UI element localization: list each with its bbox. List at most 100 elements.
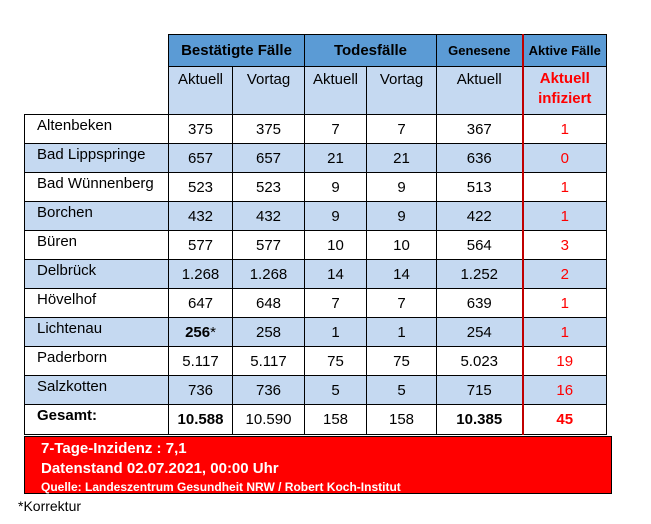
confirmed-previous: 657 — [232, 143, 305, 173]
active-infected: 3 — [521, 230, 607, 260]
table-row: Hövelhof 647 648 7 7 639 1 — [24, 288, 607, 318]
confirmed-current: 736 — [168, 375, 233, 405]
header-deaths-previous: Vortag — [366, 66, 437, 115]
data-date-text: Datenstand 02.07.2021, 00:00 Uhr — [41, 460, 279, 477]
active-infected: 1 — [521, 201, 607, 231]
recovered-current: 1.252 — [436, 259, 523, 289]
confirmed-previous: 577 — [232, 230, 305, 260]
table-row: Bad Wünnenberg 523 523 9 9 513 1 — [24, 172, 607, 202]
municipality-name: Altenbeken — [24, 114, 169, 144]
covid-cases-table: Bestätigte Fälle Todesfälle Genesene Akt… — [24, 34, 607, 435]
total-confirmed: 10.588 — [168, 404, 233, 435]
municipality-name: Büren — [24, 230, 169, 260]
confirmed-previous: 258 — [232, 317, 305, 347]
municipality-name: Lichtenau — [24, 317, 169, 347]
incidence-text: 7-Tage-Inzidenz : 7,1 — [41, 440, 187, 457]
total-deaths: 158 — [304, 404, 367, 435]
table-row: Bad Lippspringe 657 657 21 21 636 0 — [24, 143, 607, 173]
municipality-name: Borchen — [24, 201, 169, 231]
active-infected: 2 — [521, 259, 607, 289]
deaths-current: 14 — [304, 259, 367, 289]
header-blank-cell — [24, 66, 169, 115]
deaths-current: 7 — [304, 288, 367, 318]
confirmed-current: 647 — [168, 288, 233, 318]
deaths-current: 10 — [304, 230, 367, 260]
recovered-current: 367 — [436, 114, 523, 144]
active-infected: 1 — [521, 288, 607, 318]
header-blank-cell — [24, 34, 169, 67]
confirmed-previous: 375 — [232, 114, 305, 144]
header-confirmed-previous: Vortag — [232, 66, 305, 115]
recovered-current: 513 — [436, 172, 523, 202]
header-active: Aktive Fälle — [521, 34, 607, 67]
confirmed-current: 523 — [168, 172, 233, 202]
header-deaths-current: Aktuell — [304, 66, 367, 115]
table-row: Altenbeken 375 375 7 7 367 1 — [24, 114, 607, 144]
confirmed-previous: 736 — [232, 375, 305, 405]
deaths-current: 9 — [304, 201, 367, 231]
deaths-previous: 21 — [366, 143, 437, 173]
confirmed-previous: 432 — [232, 201, 305, 231]
total-label: Gesamt: — [24, 404, 169, 435]
header-recovered: Genesene — [436, 34, 523, 67]
recovered-current: 564 — [436, 230, 523, 260]
total-row: Gesamt: 10.588 10.590 158 158 10.385 45 — [24, 404, 607, 435]
recovered-current: 254 — [436, 317, 523, 347]
header-recovered-current: Aktuell — [436, 66, 523, 115]
active-infected: 1 — [521, 172, 607, 202]
correction-marker: * — [210, 323, 216, 341]
municipality-name: Paderborn — [24, 346, 169, 376]
recovered-current: 5.023 — [436, 346, 523, 376]
deaths-previous: 1 — [366, 317, 437, 347]
deaths-current: 9 — [304, 172, 367, 202]
table-row: Salzkotten 736 736 5 5 715 16 — [24, 375, 607, 405]
header-active-current: Aktuell infiziert — [521, 66, 607, 115]
deaths-current: 1 — [304, 317, 367, 347]
total-recovered: 10.385 — [436, 404, 523, 435]
confirmed-current: 375 — [168, 114, 233, 144]
confirmed-current: 657 — [168, 143, 233, 173]
confirmed-current: 5.117 — [168, 346, 233, 376]
confirmed-current: 577 — [168, 230, 233, 260]
confirmed-current: 256* — [168, 317, 233, 347]
table-row: Büren 577 577 10 10 564 3 — [24, 230, 607, 260]
confirmed-current: 432 — [168, 201, 233, 231]
recovered-current: 639 — [436, 288, 523, 318]
info-footer: 7-Tage-Inzidenz : 7,1 Datenstand 02.07.2… — [24, 436, 612, 494]
deaths-previous: 10 — [366, 230, 437, 260]
deaths-previous: 7 — [366, 114, 437, 144]
total-confirmed-previous: 10.590 — [232, 404, 305, 435]
municipality-name: Bad Wünnenberg — [24, 172, 169, 202]
active-infected: 1 — [521, 317, 607, 347]
table-row: Lichtenau 256* 258 1 1 254 1 — [24, 317, 607, 347]
table-row: Paderborn 5.117 5.117 75 75 5.023 19 — [24, 346, 607, 376]
recovered-current: 636 — [436, 143, 523, 173]
confirmed-current: 1.268 — [168, 259, 233, 289]
deaths-previous: 9 — [366, 172, 437, 202]
total-deaths-previous: 158 — [366, 404, 437, 435]
table-row: Borchen 432 432 9 9 422 1 — [24, 201, 607, 231]
active-infected: 1 — [521, 114, 607, 144]
total-active: 45 — [521, 404, 607, 435]
footnote: *Korrektur — [18, 498, 82, 514]
deaths-current: 21 — [304, 143, 367, 173]
deaths-previous: 7 — [366, 288, 437, 318]
confirmed-previous: 523 — [232, 172, 305, 202]
active-infected: 16 — [521, 375, 607, 405]
deaths-current: 7 — [304, 114, 367, 144]
recovered-current: 715 — [436, 375, 523, 405]
municipality-name: Salzkotten — [24, 375, 169, 405]
municipality-name: Hövelhof — [24, 288, 169, 318]
municipality-name: Bad Lippspringe — [24, 143, 169, 173]
confirmed-previous: 648 — [232, 288, 305, 318]
header-deaths: Todesfälle — [304, 34, 437, 67]
header-group-row: Bestätigte Fälle Todesfälle Genesene Akt… — [24, 34, 607, 67]
deaths-previous: 5 — [366, 375, 437, 405]
deaths-previous: 9 — [366, 201, 437, 231]
deaths-previous: 14 — [366, 259, 437, 289]
header-confirmed-current: Aktuell — [168, 66, 233, 115]
deaths-previous: 75 — [366, 346, 437, 376]
active-infected: 19 — [521, 346, 607, 376]
confirmed-previous: 1.268 — [232, 259, 305, 289]
deaths-current: 75 — [304, 346, 367, 376]
